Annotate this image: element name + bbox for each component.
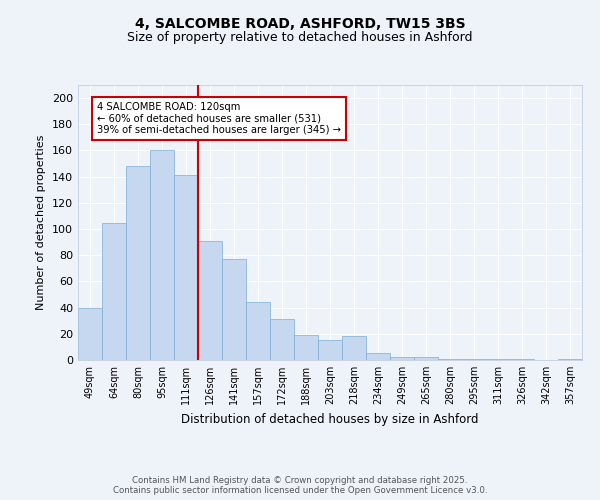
Bar (222, 259, 246, 360)
Bar (246, 302, 270, 360)
Bar (414, 358, 438, 360)
Bar (198, 241, 222, 360)
Bar (294, 335, 318, 360)
Bar (342, 336, 366, 360)
Bar (150, 150, 174, 360)
Bar (462, 358, 486, 360)
X-axis label: Distribution of detached houses by size in Ashford: Distribution of detached houses by size … (181, 412, 479, 426)
Bar (270, 320, 294, 360)
Bar (174, 176, 198, 360)
Text: 4 SALCOMBE ROAD: 120sqm
← 60% of detached houses are smaller (531)
39% of semi-d: 4 SALCOMBE ROAD: 120sqm ← 60% of detache… (97, 102, 341, 135)
Text: 4, SALCOMBE ROAD, ASHFORD, TW15 3BS: 4, SALCOMBE ROAD, ASHFORD, TW15 3BS (134, 18, 466, 32)
Text: Contains HM Land Registry data © Crown copyright and database right 2025.
Contai: Contains HM Land Registry data © Crown c… (113, 476, 487, 495)
Bar (366, 354, 390, 360)
Bar (78, 308, 102, 360)
Text: Size of property relative to detached houses in Ashford: Size of property relative to detached ho… (127, 31, 473, 44)
Bar (102, 222, 126, 360)
Bar (558, 358, 582, 360)
Bar (126, 166, 150, 360)
Bar (438, 358, 462, 360)
Bar (510, 358, 534, 360)
Y-axis label: Number of detached properties: Number of detached properties (37, 135, 46, 310)
Bar (390, 358, 414, 360)
Bar (318, 340, 342, 360)
Bar (486, 358, 510, 360)
